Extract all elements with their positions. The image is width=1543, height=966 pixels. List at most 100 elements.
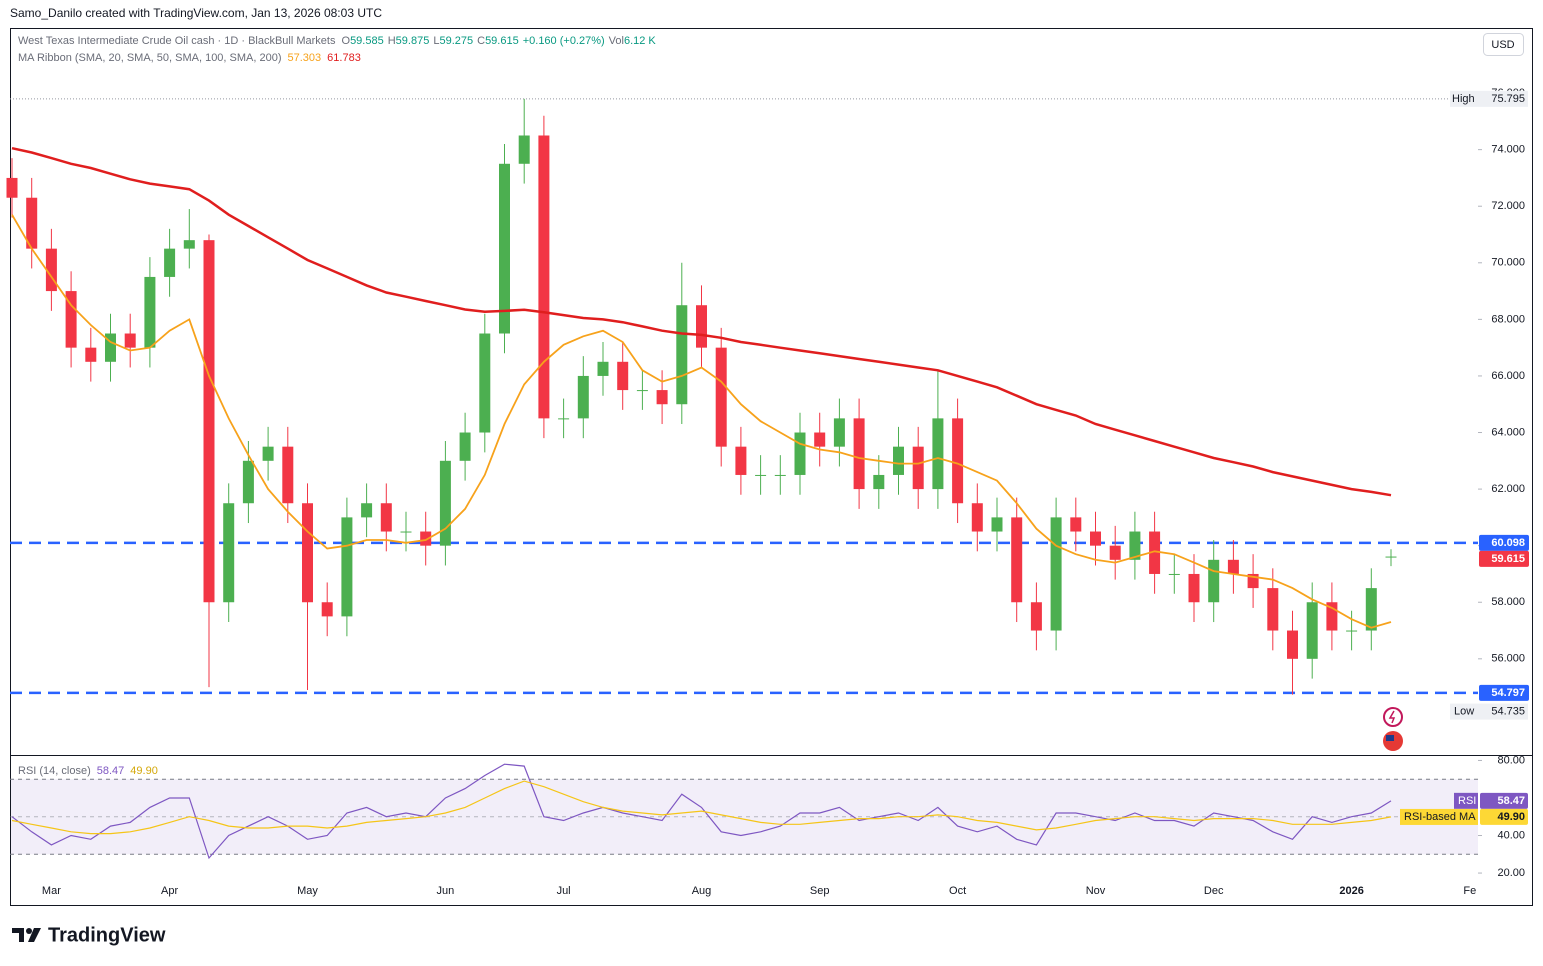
high-label: H bbox=[388, 35, 396, 47]
candle-body bbox=[833, 418, 845, 447]
candle-body bbox=[6, 177, 18, 198]
candle-body bbox=[105, 333, 116, 362]
series-name-bg bbox=[1400, 808, 1478, 825]
currency[interactable]: USD bbox=[1491, 39, 1514, 51]
candle-body bbox=[538, 135, 550, 419]
series-name-bg bbox=[1454, 792, 1478, 809]
candle-body bbox=[735, 446, 747, 475]
candle-body bbox=[971, 503, 983, 532]
high-value: 75.795 bbox=[1491, 93, 1525, 105]
x-tick-label: Fe bbox=[1463, 885, 1476, 897]
x-tick-label: Nov bbox=[1086, 885, 1106, 897]
ma-line bbox=[11, 146, 1392, 497]
x-tick-label: Apr bbox=[161, 885, 178, 897]
candle-body bbox=[558, 418, 570, 420]
candle-body bbox=[144, 276, 156, 348]
candle-body bbox=[262, 446, 274, 461]
ma-name: MA Ribbon (SMA, 20, SMA, 50, SMA, 100, S… bbox=[18, 52, 282, 64]
y-tick-label: 20.00 bbox=[1497, 867, 1525, 879]
icon bbox=[1386, 735, 1394, 741]
candle-body bbox=[124, 333, 136, 348]
candle-body bbox=[1306, 602, 1318, 659]
candle-body bbox=[321, 602, 333, 617]
candle-body bbox=[893, 446, 904, 475]
ma-legend: MA Ribbon (SMA, 20, SMA, 50, SMA, 100, S… bbox=[18, 52, 361, 64]
low-label: L bbox=[433, 35, 439, 47]
candle-body bbox=[952, 418, 964, 504]
candle-body bbox=[932, 418, 944, 490]
series-value: 49.90 bbox=[1497, 811, 1525, 823]
candle-body bbox=[1385, 556, 1397, 558]
ma-value: 61.783 bbox=[327, 52, 361, 64]
rsi-value: 58.47 bbox=[97, 765, 125, 777]
candle-body bbox=[676, 305, 688, 405]
candle-body bbox=[715, 347, 727, 447]
candle-body bbox=[1030, 602, 1042, 631]
rsi-line bbox=[11, 780, 1392, 835]
candle-body bbox=[223, 503, 235, 603]
rsi-ma-value: 49.90 bbox=[130, 765, 158, 777]
icons bbox=[1383, 707, 1403, 751]
candle-body bbox=[617, 361, 629, 391]
x-tick-label: Oct bbox=[949, 885, 966, 897]
open: 59.585 bbox=[350, 35, 384, 47]
candle-body bbox=[1267, 588, 1279, 631]
candle-body bbox=[1090, 531, 1101, 546]
rsi-title: RSI (14, close) bbox=[18, 765, 91, 777]
x-tick-label: Jun bbox=[437, 885, 455, 897]
candle-body bbox=[814, 432, 826, 447]
candle-body bbox=[499, 163, 510, 334]
x-tick-label: 2026 bbox=[1339, 885, 1363, 897]
x-tick-label: Aug bbox=[692, 885, 712, 897]
attribution: Samo_Danilo created with TradingView.com… bbox=[10, 6, 382, 20]
series-name: RSI bbox=[1458, 795, 1476, 807]
high-label: High bbox=[1452, 93, 1475, 105]
brand-logo bbox=[12, 928, 41, 942]
candle-body bbox=[420, 531, 432, 546]
y-tick-label: 64.000 bbox=[1491, 426, 1525, 438]
currency-button[interactable] bbox=[1483, 33, 1524, 56]
candle-body bbox=[1168, 573, 1180, 575]
series-value-bg bbox=[1480, 792, 1528, 809]
candle-body bbox=[183, 240, 195, 249]
icon bbox=[1383, 707, 1403, 727]
symbol: West Texas Intermediate Crude Oil cash ·… bbox=[18, 35, 336, 47]
candle-body bbox=[991, 517, 1003, 532]
series-value-bg bbox=[1480, 808, 1528, 825]
candle-body bbox=[164, 248, 176, 277]
candle-body bbox=[1346, 630, 1358, 632]
candle-body bbox=[380, 503, 392, 532]
candle-body bbox=[1129, 531, 1141, 560]
vol: 6.12 K bbox=[624, 35, 656, 47]
candle-body bbox=[774, 474, 786, 476]
candle-body bbox=[912, 446, 924, 490]
level-value-bg bbox=[1479, 684, 1529, 701]
candle-body bbox=[1050, 517, 1062, 631]
candle-body bbox=[1188, 573, 1200, 603]
candle-body bbox=[203, 240, 215, 603]
candle-body bbox=[1149, 531, 1161, 574]
candle-body bbox=[85, 347, 97, 362]
level-value-bg bbox=[1479, 534, 1529, 551]
candle-body bbox=[400, 531, 412, 533]
logo-shape bbox=[28, 928, 41, 942]
candle-body bbox=[459, 432, 471, 461]
candle-body bbox=[341, 517, 353, 617]
high: 59.875 bbox=[396, 35, 430, 47]
y-tick-label: 72.000 bbox=[1491, 200, 1525, 212]
x-tick-label: Dec bbox=[1204, 885, 1224, 897]
candle-body bbox=[242, 460, 254, 504]
y-tick-label: 40.00 bbox=[1497, 829, 1525, 841]
candle-body bbox=[1227, 559, 1239, 574]
level-value: 54.797 bbox=[1491, 687, 1525, 699]
x-tick-label: Mar bbox=[42, 885, 61, 897]
logo-shape bbox=[12, 928, 24, 942]
candle-body bbox=[853, 418, 865, 490]
low-tag-bg bbox=[1450, 703, 1528, 720]
y-tick-label: 56.000 bbox=[1491, 653, 1525, 665]
brand: TradingView bbox=[48, 924, 166, 946]
candle-body bbox=[518, 135, 530, 164]
low-label: Low bbox=[1454, 706, 1474, 718]
close-label: C bbox=[477, 35, 485, 47]
